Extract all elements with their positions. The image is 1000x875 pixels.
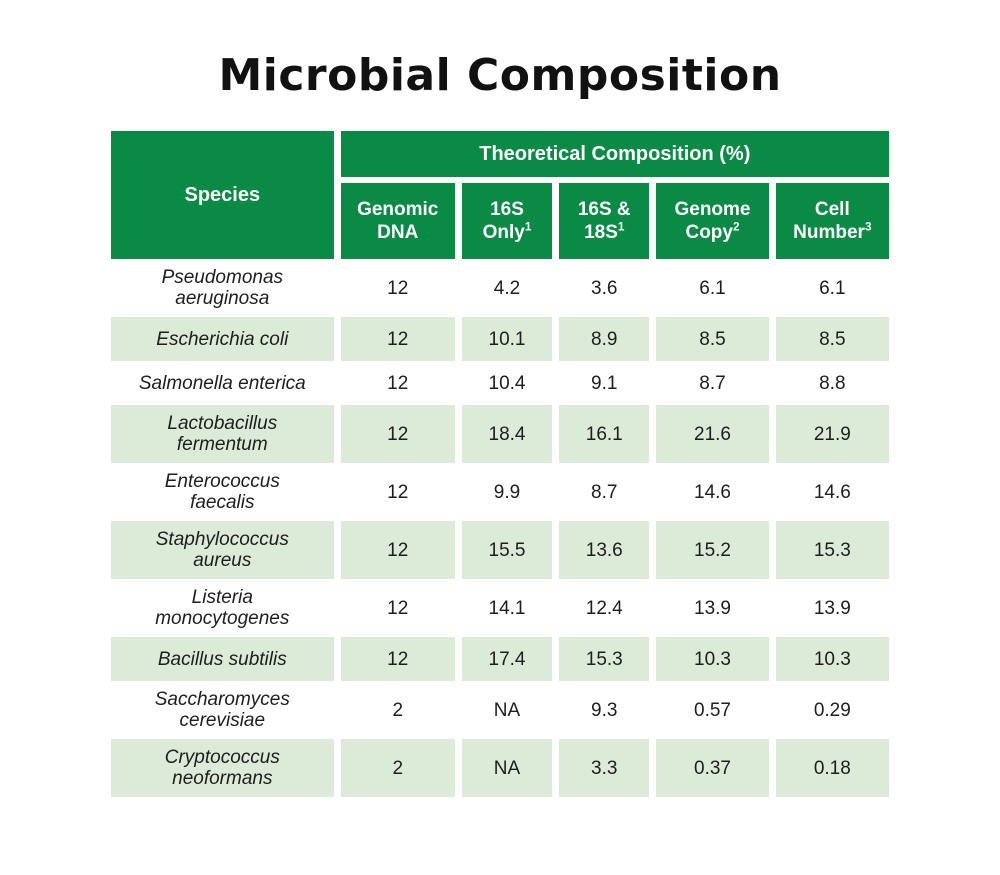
- value-16s-only: 9.9: [493, 481, 521, 503]
- species-name: Salmonella enterica: [138, 372, 306, 394]
- composition-table: Species Theoretical Composition (%) Geno…: [104, 131, 896, 797]
- column-header-16s-18s: 16S & 18S1: [559, 183, 650, 259]
- header-line: 16S &: [577, 199, 631, 220]
- value-genomic-dna: 2: [392, 699, 404, 721]
- value-16s-18s: 8.7: [591, 481, 618, 503]
- value-genome-copy: 21.6: [656, 405, 769, 463]
- species-name: Staphylococcus aureus: [111, 521, 334, 579]
- value-genome-copy: 15.2: [656, 521, 769, 579]
- species-name: Bacillus subtilis: [111, 637, 334, 681]
- header-line: Number3: [793, 220, 872, 243]
- table-row: Staphylococcus aureus 12 15.5 13.6 15.2 1…: [111, 521, 889, 579]
- value-genomic-dna: 12: [340, 405, 455, 463]
- column-header-cell-number: Cell Number3: [775, 183, 889, 259]
- value-genomic-dna: 12: [340, 637, 455, 681]
- header-line: Only1: [482, 220, 532, 243]
- column-header-genomic-dna: Genomic DNA: [340, 183, 455, 259]
- value-genomic-dna: 12: [387, 277, 409, 299]
- species-name: Escherichia coli: [111, 317, 334, 361]
- value-cell-number: 8.5: [775, 317, 889, 361]
- value-16s-only: 18.4: [461, 405, 553, 463]
- value-cell-number: 0.29: [813, 699, 851, 721]
- header-row-sub: Genomic DNA 16S Only1 16S & 18S1 Genome …: [111, 183, 889, 259]
- value-16s-only: 15.5: [461, 521, 553, 579]
- footnote-marker: 1: [617, 220, 625, 234]
- footnote-marker: 2: [732, 220, 740, 234]
- header-line: 16S: [490, 199, 524, 220]
- table-header: Species Theoretical Composition (%) Geno…: [111, 131, 889, 259]
- value-16s-only: NA: [493, 699, 521, 721]
- header-row-group: Species Theoretical Composition (%): [111, 131, 889, 259]
- value-cell-number: 13.9: [813, 597, 851, 619]
- value-16s-18s: 13.6: [559, 521, 650, 579]
- value-16s-only: 17.4: [461, 637, 553, 681]
- page-title: Microbial Composition: [218, 50, 782, 101]
- footnote-marker: 3: [864, 220, 872, 234]
- species-name: Pseudomonas aeruginosa: [161, 267, 284, 309]
- value-genomic-dna: 12: [387, 372, 409, 394]
- column-header-species: Species: [111, 131, 334, 259]
- value-cell-number: 14.6: [813, 481, 851, 503]
- value-genome-copy: 8.5: [656, 317, 769, 361]
- table-row: Listeria monocytogenes 12 14.1 12.4 13.9 …: [111, 579, 889, 637]
- value-genomic-dna: 12: [387, 597, 409, 619]
- value-genomic-dna: 2: [340, 739, 455, 797]
- value-genome-copy: 6.1: [699, 277, 726, 299]
- value-cell-number: 6.1: [819, 277, 846, 299]
- value-genome-copy: 8.7: [699, 372, 726, 394]
- value-16s-18s: 8.9: [559, 317, 650, 361]
- table-row: Enterococcus faecalis 12 9.9 8.7 14.6 14.…: [111, 463, 889, 521]
- value-16s-18s: 9.1: [591, 372, 618, 394]
- header-line: DNA: [377, 222, 419, 243]
- species-name: Saccharomyces cerevisiae: [154, 689, 290, 731]
- value-16s-18s: 9.3: [591, 699, 618, 721]
- table-row: Lactobacillus fermentum 12 18.4 16.1 21.6…: [111, 405, 889, 463]
- value-16s-only: 14.1: [488, 597, 526, 619]
- species-name: Lactobacillus fermentum: [111, 405, 334, 463]
- table-row: Saccharomyces cerevisiae 2 NA 9.3 0.57 0.…: [111, 681, 889, 739]
- value-genome-copy: 14.6: [694, 481, 731, 503]
- column-header-genome-copy: Genome Copy2: [656, 183, 769, 259]
- value-cell-number: 15.3: [775, 521, 889, 579]
- table-row: Escherichia coli 12 10.1 8.9 8.5 8.5: [111, 317, 889, 361]
- header-line: Genome: [674, 199, 751, 220]
- value-cell-number: 0.18: [775, 739, 889, 797]
- table-row: Bacillus subtilis 12 17.4 15.3 10.3 10.3: [111, 637, 889, 681]
- species-name: Enterococcus faecalis: [164, 471, 280, 513]
- value-16s-only: 4.2: [493, 277, 521, 299]
- header-line: Genomic: [357, 199, 439, 220]
- value-genome-copy: 13.9: [694, 597, 731, 619]
- table-row: Pseudomonas aeruginosa 12 4.2 3.6 6.1 6.1: [111, 259, 889, 317]
- value-16s-18s: 15.3: [559, 637, 650, 681]
- header-line: Cell: [814, 199, 850, 220]
- value-16s-only: 10.1: [461, 317, 553, 361]
- footnote-marker: 1: [524, 220, 532, 234]
- value-genomic-dna: 12: [340, 521, 455, 579]
- value-cell-number: 21.9: [775, 405, 889, 463]
- group-header-theoretical-composition: Theoretical Composition (%): [340, 131, 889, 183]
- table-row: Salmonella enterica 12 10.4 9.1 8.7 8.8: [111, 361, 889, 405]
- value-16s-18s: 16.1: [559, 405, 650, 463]
- value-16s-18s: 12.4: [585, 597, 623, 619]
- value-genome-copy: 0.37: [656, 739, 769, 797]
- value-16s-only: 10.4: [488, 372, 526, 394]
- value-genomic-dna: 12: [387, 481, 409, 503]
- header-line: 18S1: [584, 220, 625, 243]
- value-genome-copy: 10.3: [656, 637, 769, 681]
- column-header-16s-only: 16S Only1: [461, 183, 553, 259]
- value-cell-number: 8.8: [819, 372, 846, 394]
- species-name: Cryptococcus neoformans: [111, 739, 334, 797]
- value-cell-number: 10.3: [775, 637, 889, 681]
- value-16s-18s: 3.3: [559, 739, 650, 797]
- table-body: Pseudomonas aeruginosa 12 4.2 3.6 6.1 6.1…: [111, 259, 889, 797]
- value-16s-only: NA: [461, 739, 553, 797]
- value-genome-copy: 0.57: [694, 699, 731, 721]
- value-16s-18s: 3.6: [591, 277, 618, 299]
- header-line: Copy2: [685, 220, 740, 243]
- species-name: Listeria monocytogenes: [155, 587, 290, 629]
- table-row: Cryptococcus neoformans 2 NA 3.3 0.37 0.1…: [111, 739, 889, 797]
- value-genomic-dna: 12: [340, 317, 455, 361]
